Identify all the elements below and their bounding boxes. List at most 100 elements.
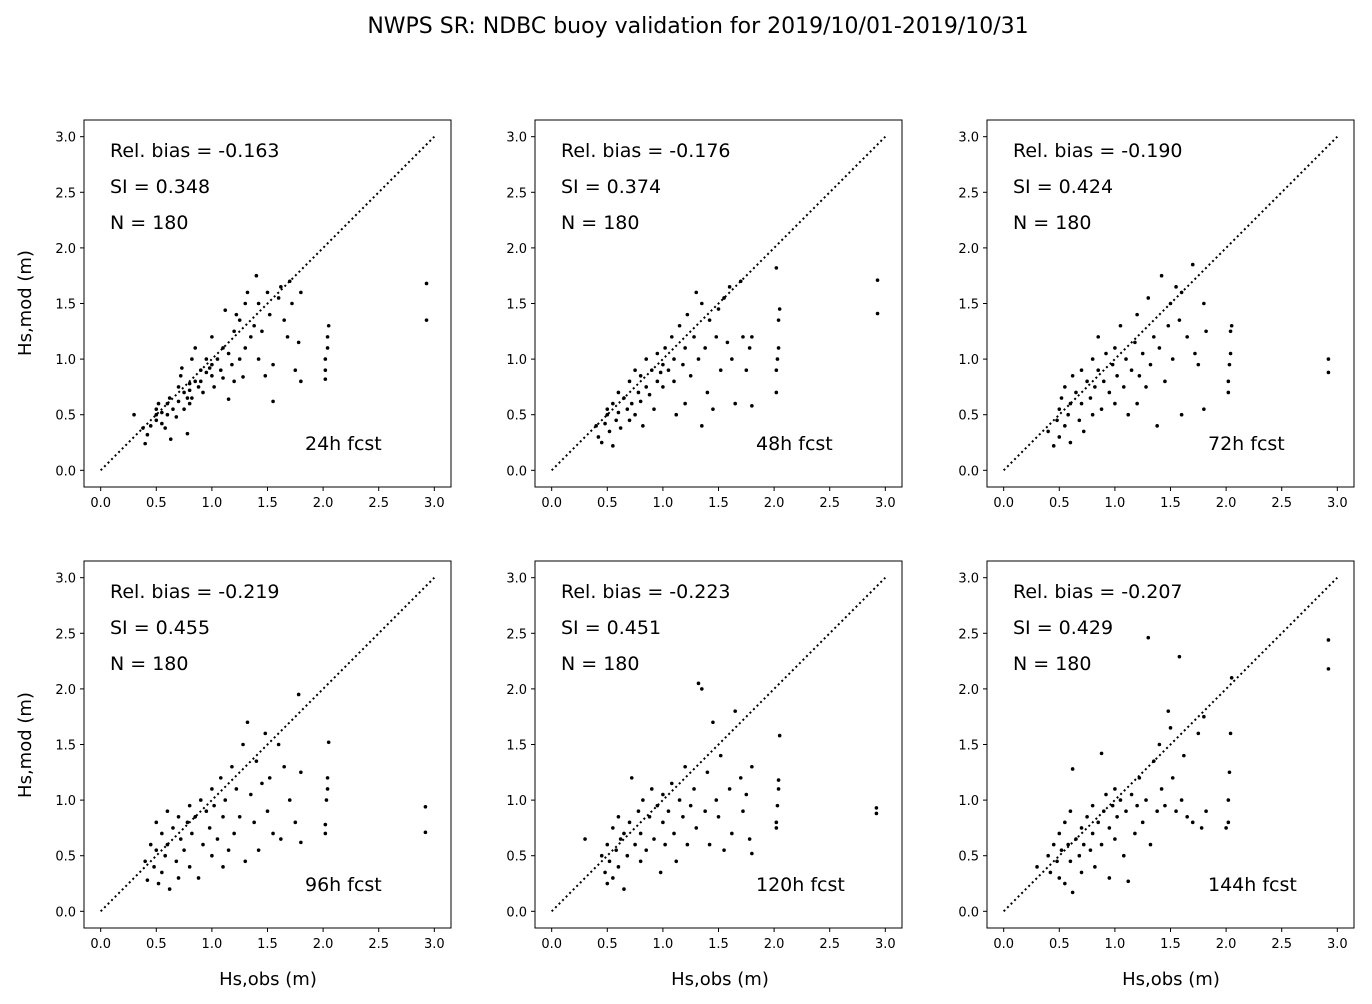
si-label: SI = 0.374	[561, 176, 661, 198]
data-point	[293, 820, 298, 825]
data-point	[193, 814, 198, 819]
data-point	[1133, 340, 1137, 345]
data-point	[744, 368, 749, 373]
one-to-one-line	[99, 135, 436, 472]
data-point	[154, 412, 159, 417]
data-point	[1059, 396, 1064, 400]
data-point	[154, 820, 159, 825]
data-point	[655, 379, 660, 384]
data-point	[674, 859, 679, 864]
data-point	[1077, 418, 1082, 423]
data-point	[750, 335, 754, 339]
data-point	[700, 687, 704, 691]
forecast-label: 96h fcst	[305, 874, 382, 896]
x-tick-label: 0.0	[541, 496, 562, 511]
data-point	[1101, 379, 1106, 384]
data-point	[1093, 865, 1097, 869]
data-point	[1121, 385, 1126, 389]
data-point	[154, 407, 159, 411]
data-point	[160, 421, 164, 426]
n-label: N = 180	[561, 653, 639, 675]
data-point	[185, 396, 190, 400]
data-point	[714, 335, 719, 339]
data-point	[1035, 865, 1039, 869]
data-point	[777, 307, 782, 311]
data-point	[683, 764, 687, 769]
data-point	[636, 809, 641, 814]
data-point	[1144, 385, 1148, 389]
data-point	[212, 803, 216, 808]
data-point	[154, 848, 159, 852]
data-point	[148, 424, 153, 428]
data-point	[1229, 323, 1234, 328]
data-point	[1085, 814, 1089, 819]
data-point	[226, 397, 231, 401]
data-point	[1113, 346, 1117, 350]
data-point	[154, 418, 159, 423]
data-point	[221, 346, 225, 350]
data-point	[1115, 373, 1119, 378]
forecast-label: 24h fcst	[305, 433, 382, 455]
data-point	[614, 418, 618, 423]
data-point	[594, 424, 598, 428]
y-tick-label: 2.0	[55, 242, 76, 257]
data-point	[1133, 831, 1137, 836]
data-point	[260, 781, 264, 786]
data-point	[738, 776, 743, 780]
data-point	[629, 776, 634, 780]
data-point	[190, 357, 194, 361]
data-point	[1070, 890, 1075, 895]
data-point	[638, 859, 643, 864]
data-point	[607, 859, 612, 864]
x-tick-label: 3.0	[424, 937, 445, 952]
data-point	[616, 390, 621, 395]
data-point	[1081, 429, 1086, 434]
data-point	[245, 290, 250, 295]
data-point	[777, 733, 782, 738]
data-point	[611, 826, 615, 830]
data-point	[221, 814, 225, 819]
data-point	[1046, 429, 1050, 434]
data-point	[207, 366, 212, 370]
data-point	[603, 421, 607, 426]
data-point	[611, 444, 615, 448]
data-point	[607, 429, 612, 434]
data-point	[747, 837, 752, 841]
data-point	[625, 853, 630, 858]
data-point	[1226, 390, 1231, 395]
data-point	[1093, 385, 1097, 389]
data-point	[747, 346, 752, 350]
data-point	[1090, 803, 1095, 808]
data-point	[279, 285, 283, 289]
x-tick-label: 0.0	[993, 937, 1014, 952]
data-point	[707, 842, 712, 847]
data-point	[1185, 814, 1189, 819]
y-tick-label: 1.5	[506, 298, 527, 313]
data-point	[260, 329, 264, 334]
data-point	[265, 809, 270, 814]
data-point	[180, 366, 184, 370]
y-axis-label-top: Hs,mod (m)	[15, 250, 36, 356]
data-point	[744, 792, 749, 797]
data-point	[424, 318, 429, 322]
data-point	[178, 837, 183, 841]
data-point	[256, 301, 261, 306]
data-point	[774, 368, 779, 373]
data-point	[423, 804, 428, 809]
data-point	[1057, 876, 1062, 880]
data-point	[616, 865, 621, 869]
data-point	[1202, 407, 1206, 411]
data-point	[1118, 323, 1123, 328]
data-point	[1066, 842, 1070, 847]
data-point	[681, 814, 685, 819]
data-point	[223, 308, 228, 312]
data-point	[750, 404, 754, 408]
x-tick-label: 3.0	[875, 496, 896, 511]
x-tick-label: 0.5	[1049, 496, 1070, 511]
rel-bias-label: Rel. bias = -0.223	[561, 581, 731, 603]
rel-bias-label: Rel. bias = -0.190	[1013, 140, 1183, 162]
data-point	[1179, 290, 1184, 295]
data-point	[1079, 826, 1084, 830]
data-point	[193, 379, 198, 384]
data-point	[218, 368, 223, 373]
